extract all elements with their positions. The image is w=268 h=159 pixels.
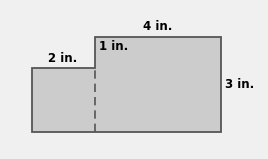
Polygon shape	[32, 37, 221, 131]
Text: 1 in.: 1 in.	[99, 40, 129, 53]
Text: 4 in.: 4 in.	[143, 20, 172, 33]
Text: 2 in.: 2 in.	[49, 52, 78, 65]
Text: 3 in.: 3 in.	[225, 78, 255, 91]
